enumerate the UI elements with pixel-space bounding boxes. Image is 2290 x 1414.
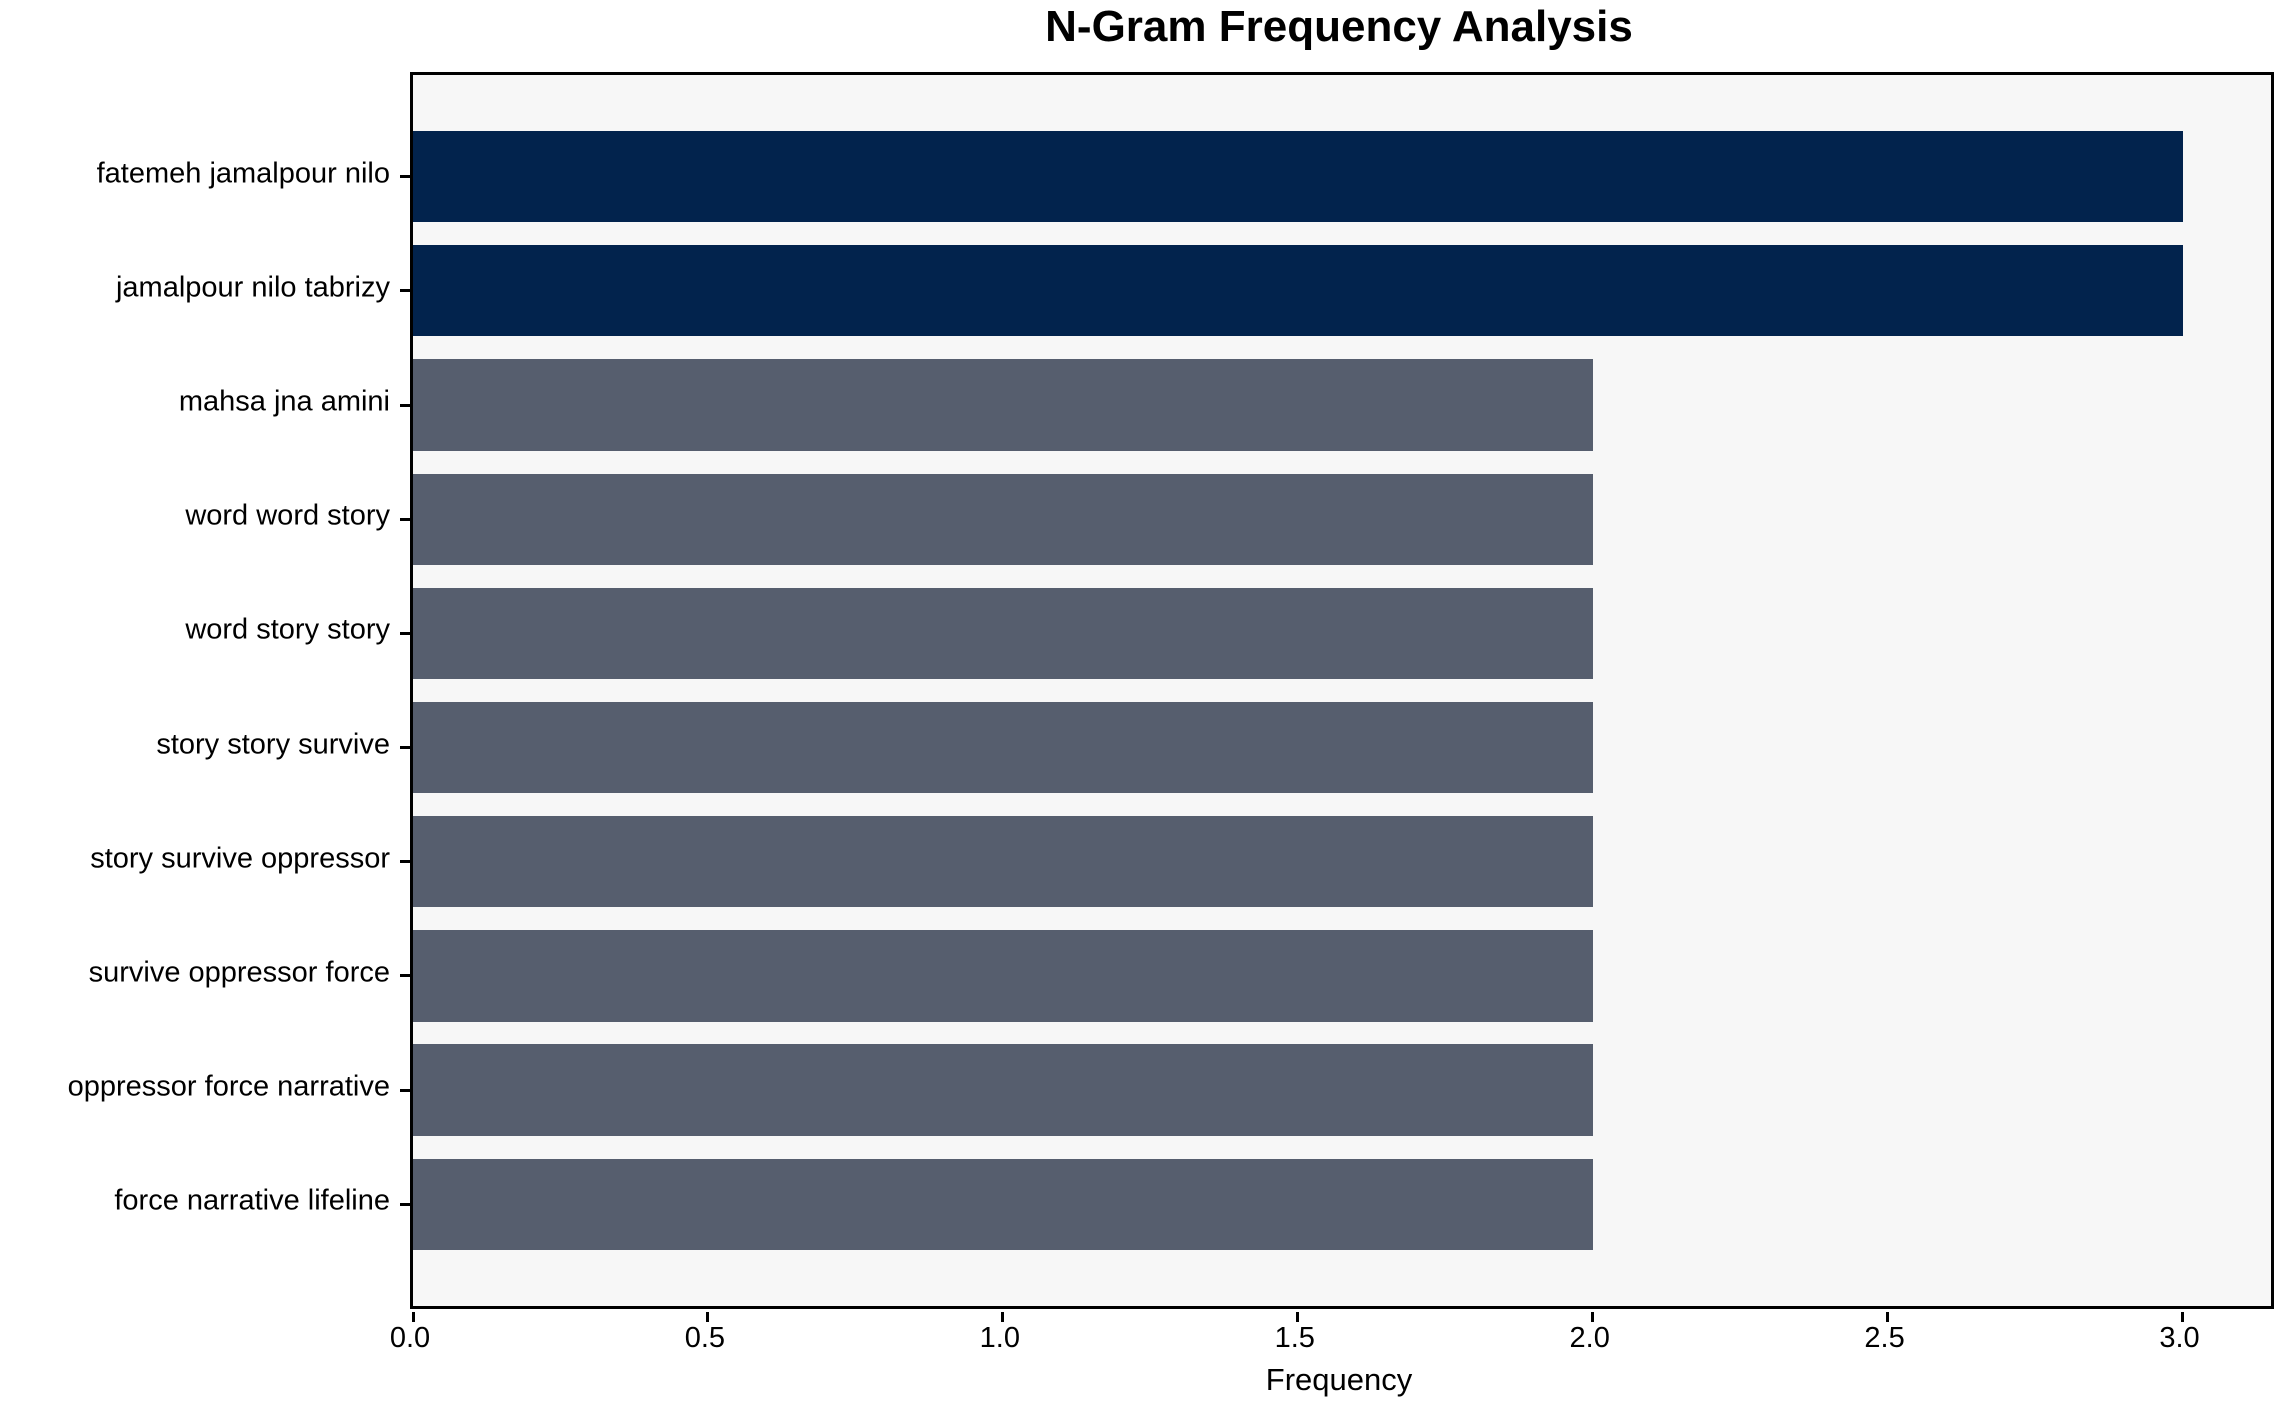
y-tick-label: word word story [185,499,390,532]
x-tick-mark [1296,1312,1300,1322]
y-tick-mark [400,517,410,521]
y-tick-mark [400,1202,410,1206]
y-tick-mark [400,289,410,293]
x-tick-label: 0.0 [389,1322,431,1354]
y-tick-mark [400,860,410,864]
x-tick-mark [2181,1312,2185,1322]
x-tick-mark [1591,1312,1595,1322]
bar [413,587,1593,680]
x-tick-label: 0.5 [684,1322,726,1354]
x-tick-label: 2.0 [1569,1322,1610,1354]
x-tick-label: 1.5 [1274,1322,1315,1354]
y-tick-mark [400,1088,410,1092]
y-tick-mark [400,175,410,179]
bar [413,701,1593,794]
bar [413,473,1593,565]
x-tick-mark [706,1312,710,1322]
x-tick-mark [1001,1312,1005,1322]
y-tick-mark [400,974,410,978]
y-tick-label: oppressor force narrative [67,1070,390,1103]
x-tick-label: 1.0 [979,1322,1020,1354]
x-tick-label: 3.0 [2159,1322,2200,1354]
y-tick-label: story story survive [156,728,390,761]
bar [413,130,2183,223]
y-tick-mark [400,746,410,750]
x-axis-tick-labels: 0.0 0.5 1.0 1.5 2.0 2.5 3.0 [390,1322,2268,1362]
chart-title: N-Gram Frequency Analysis [1045,2,1633,51]
x-axis-label: Frequency [1265,1362,1413,1397]
bar [413,816,1593,908]
bar [413,245,2183,337]
y-axis-labels: fatemeh jamalpour nilo jamalpour nilo tab… [0,72,390,1303]
bar [413,359,1593,451]
x-tick-label: 2.5 [1864,1322,1905,1354]
y-tick-label: fatemeh jamalpour nilo [96,157,390,190]
y-tick-label: jamalpour nilo tabrizy [115,271,390,304]
plot-area [400,72,2274,1322]
x-tick-mark [411,1312,415,1322]
y-tick-label: word story story [185,613,390,646]
x-tick-mark [1886,1312,1890,1322]
y-tick-label: force narrative lifeline [114,1184,390,1217]
y-tick-mark [400,631,410,635]
bar [413,930,1593,1022]
y-tick-mark [400,403,410,407]
bar [413,1158,1593,1251]
y-tick-label: story survive oppressor [90,842,390,875]
bar [413,1044,1593,1136]
y-tick-label: mahsa jna amini [178,385,390,418]
y-tick-label: survive oppressor force [88,956,390,989]
